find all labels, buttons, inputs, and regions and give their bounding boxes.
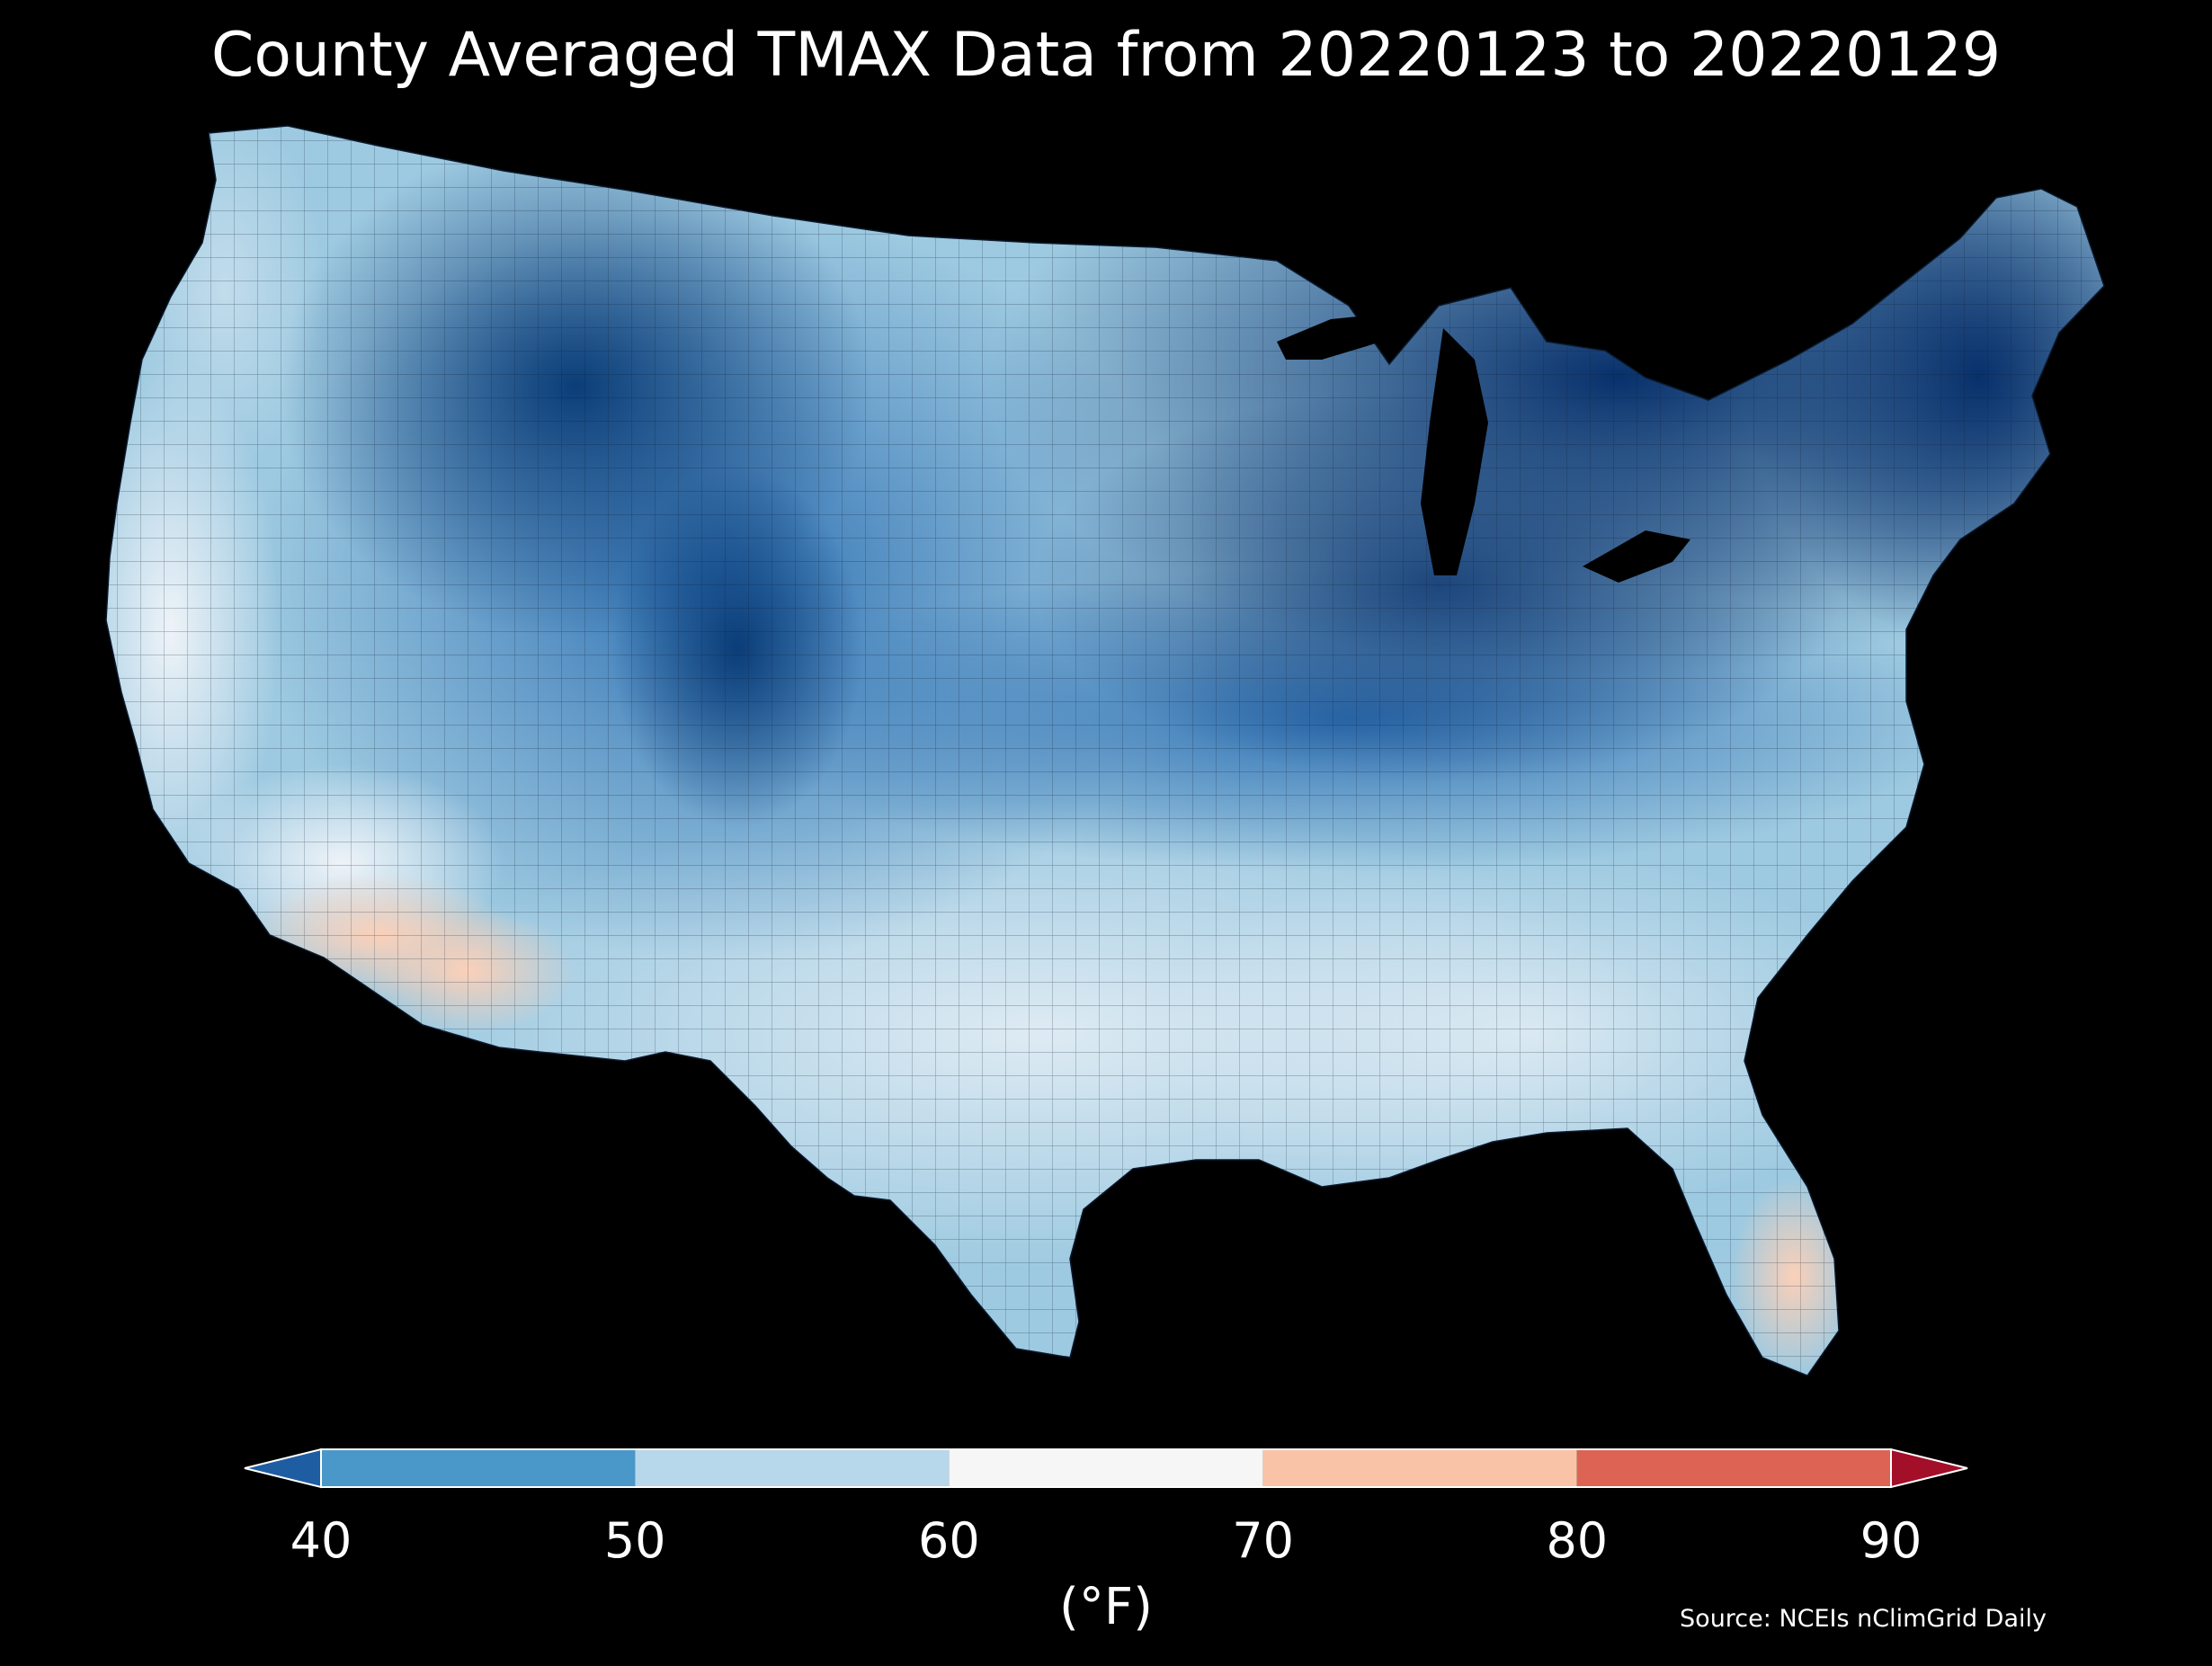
lake-michigan — [1421, 328, 1488, 575]
colorbar-bin-3 — [1262, 1449, 1577, 1487]
colorbar-under-arrow — [244, 1448, 322, 1489]
us-outline — [105, 125, 2105, 1376]
colorbar-bin-0 — [321, 1449, 636, 1487]
colorbar-tick-0: 40 — [290, 1512, 352, 1569]
colorbar-bin-4 — [1576, 1449, 1891, 1487]
colorbar-tick-1: 50 — [603, 1512, 666, 1569]
colorbar-label: (°F) — [1059, 1578, 1153, 1636]
colorbar-tick-4: 80 — [1546, 1512, 1609, 1569]
colorbar-tick-3: 70 — [1232, 1512, 1294, 1569]
colorbar-bins — [321, 1449, 1891, 1487]
colorbar-frame — [320, 1448, 1892, 1488]
colorbar-tick-2: 60 — [918, 1512, 980, 1569]
map-title: County Averaged TMAX Data from 20220123 … — [210, 20, 2002, 91]
lake-erie — [1583, 530, 1690, 583]
source-note: Source: NCEIs nClimGrid Daily — [1680, 1605, 2047, 1633]
colorbar-tick-5: 90 — [1860, 1512, 1922, 1569]
lake-superior — [1277, 315, 1403, 360]
colorbar-over-arrow — [1890, 1448, 1968, 1489]
colorbar-bin-2 — [949, 1449, 1263, 1487]
colorbar-bin-1 — [635, 1449, 950, 1487]
